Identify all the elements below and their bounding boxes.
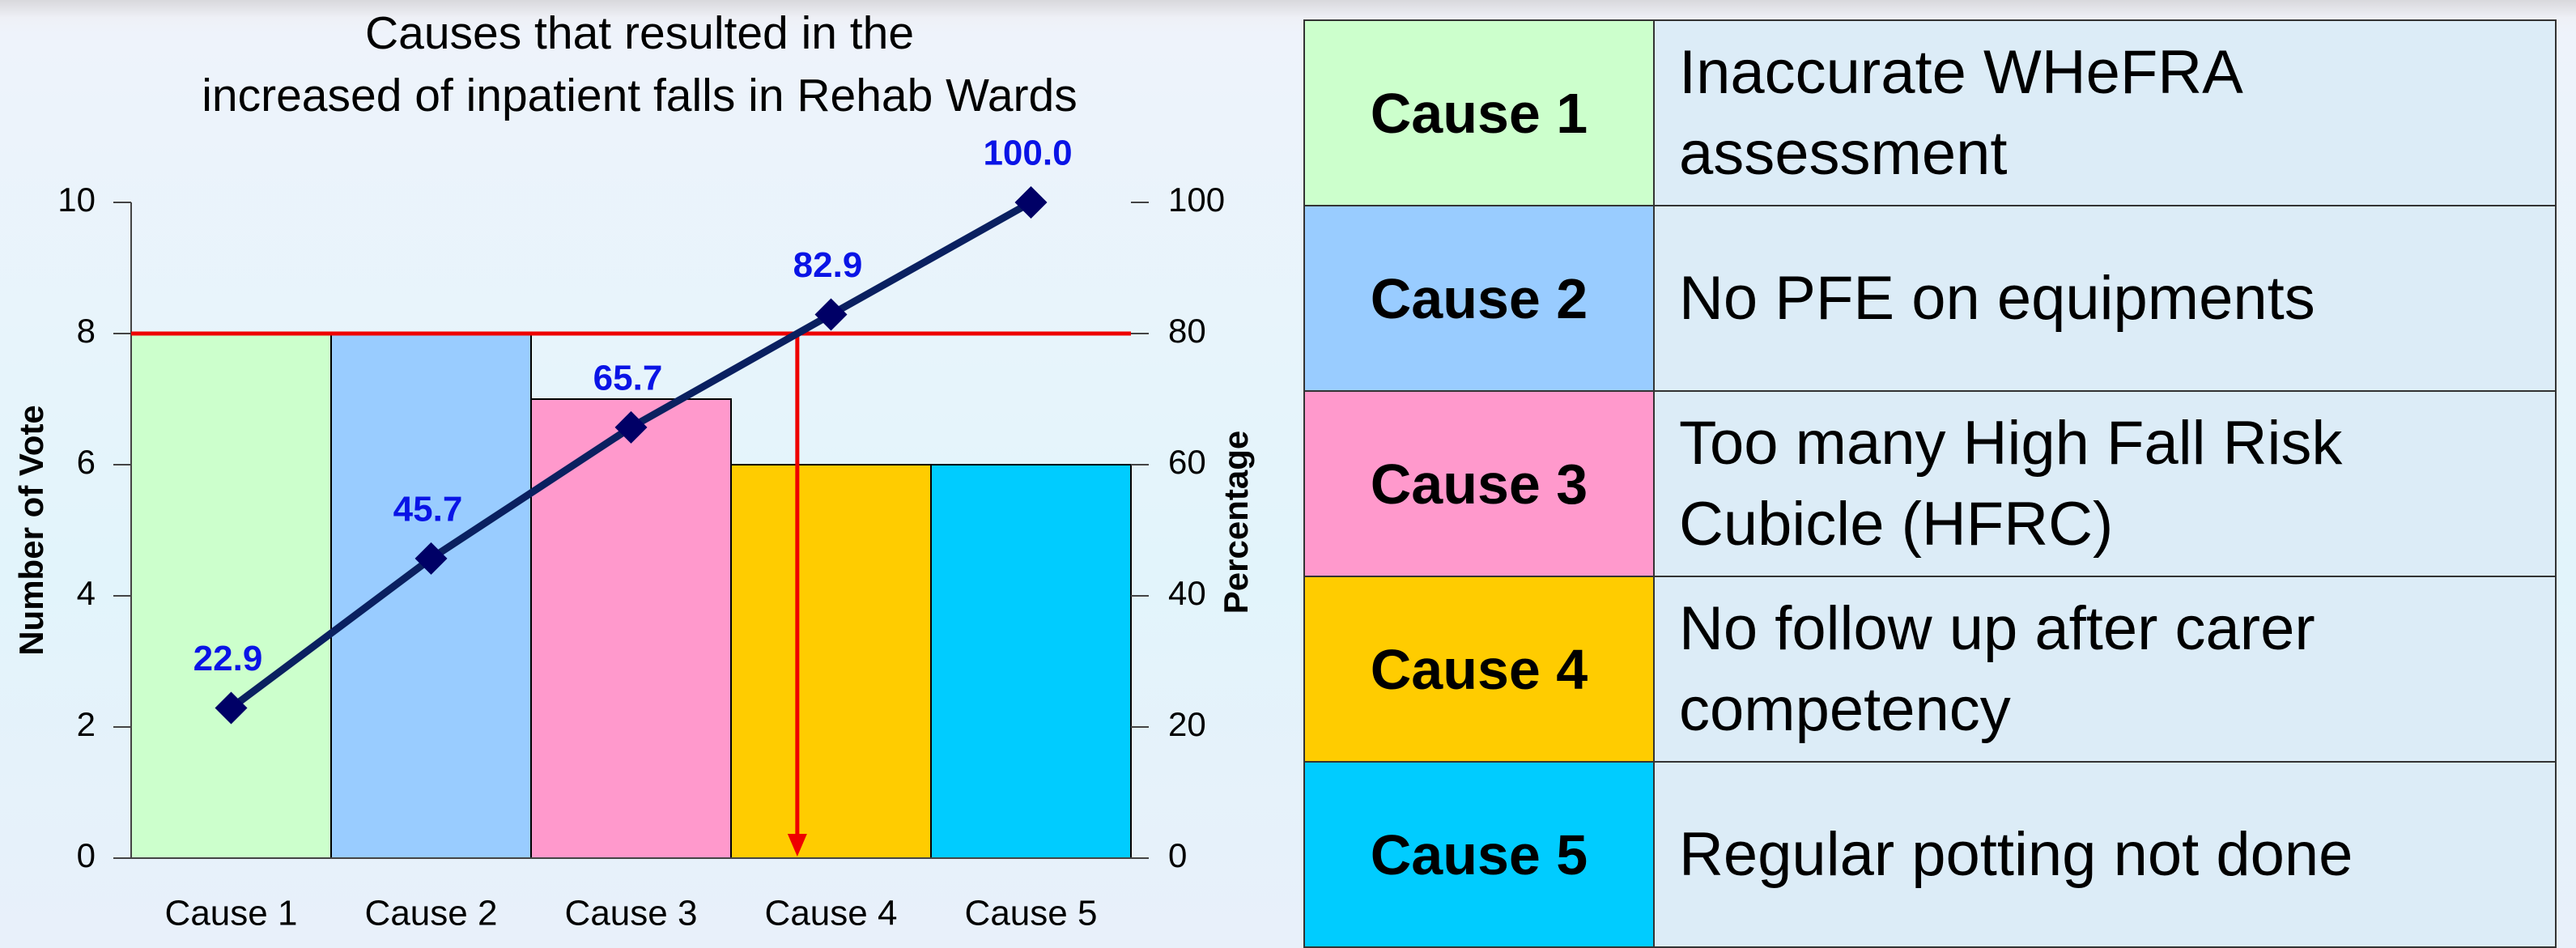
y-axis-title: Number of Vote (12, 405, 50, 656)
chart-title: Causes that resulted in the (365, 7, 914, 59)
y2-tick-label: 0 (1168, 836, 1187, 874)
data-label: 100.0 (983, 134, 1072, 173)
line-marker (614, 410, 648, 444)
y-tick-label: 10 (57, 181, 96, 219)
x-tick-label: Cause 5 (965, 894, 1098, 933)
y-tick-label: 8 (77, 312, 96, 350)
chart: Causes that resulted in the increased of… (12, 7, 1255, 933)
table-row: Cause 5 Regular potting not done (1303, 761, 2557, 948)
y2-tick-label: 20 (1168, 705, 1206, 743)
x-tick-label: Cause 2 (365, 894, 498, 933)
cause-description: Regular potting not done (1653, 761, 2557, 948)
cause-label: Cause 5 (1303, 761, 1655, 948)
cause-description: Inaccurate WHeFRA assessment (1653, 19, 2557, 206)
x-tick-label: Cause 1 (165, 894, 298, 933)
y-tick-label: 0 (77, 836, 96, 874)
table-row: Cause 1 Inaccurate WHeFRA assessment (1303, 19, 2557, 206)
bar (530, 398, 732, 859)
table-row: Cause 2 No PFE on equipments (1303, 205, 2557, 392)
data-label: 65.7 (593, 358, 663, 397)
y-tick-label: 2 (77, 705, 96, 743)
reference-arrowhead (787, 834, 807, 857)
line-marker (414, 542, 448, 575)
y2-tick-label: 100 (1168, 181, 1225, 219)
bar (130, 333, 332, 859)
cause-table: Cause 1 Inaccurate WHeFRA assessment Cause… (1303, 19, 2557, 948)
table-row: Cause 3 Too many High Fall Risk Cubicle (… (1303, 390, 2557, 577)
y2-tick-label: 60 (1168, 443, 1206, 481)
cause-description: No follow up after carer competency (1653, 576, 2557, 763)
y-tick-label: 6 (77, 443, 96, 481)
y2-axis-title: Percentage (1217, 431, 1255, 614)
y-tick-label: 4 (77, 574, 96, 612)
table-row: Cause 4 No follow up after carer competen… (1303, 576, 2557, 763)
chart-subtitle: increased of inpatient falls in Rehab Wa… (202, 70, 1077, 121)
line-marker (215, 691, 248, 725)
cause-description: Too many High Fall Risk Cubicle (HFRC) (1653, 390, 2557, 577)
cause-label: Cause 3 (1303, 390, 1655, 577)
cause-label: Cause 4 (1303, 576, 1655, 763)
data-label: 45.7 (393, 489, 463, 529)
x-tick-label: Cause 3 (565, 894, 698, 933)
line-marker (814, 298, 848, 331)
bar (330, 333, 532, 859)
bar (730, 464, 932, 859)
x-tick-label: Cause 4 (765, 894, 898, 933)
cause-label: Cause 1 (1303, 19, 1655, 206)
cause-description: No PFE on equipments (1653, 205, 2557, 392)
cause-label: Cause 2 (1303, 205, 1655, 392)
y2-tick-label: 40 (1168, 574, 1206, 612)
line-marker (1014, 186, 1048, 219)
bar (930, 464, 1132, 859)
data-label: 22.9 (193, 639, 263, 678)
data-label: 82.9 (793, 245, 863, 285)
y2-tick-label: 80 (1168, 312, 1206, 350)
